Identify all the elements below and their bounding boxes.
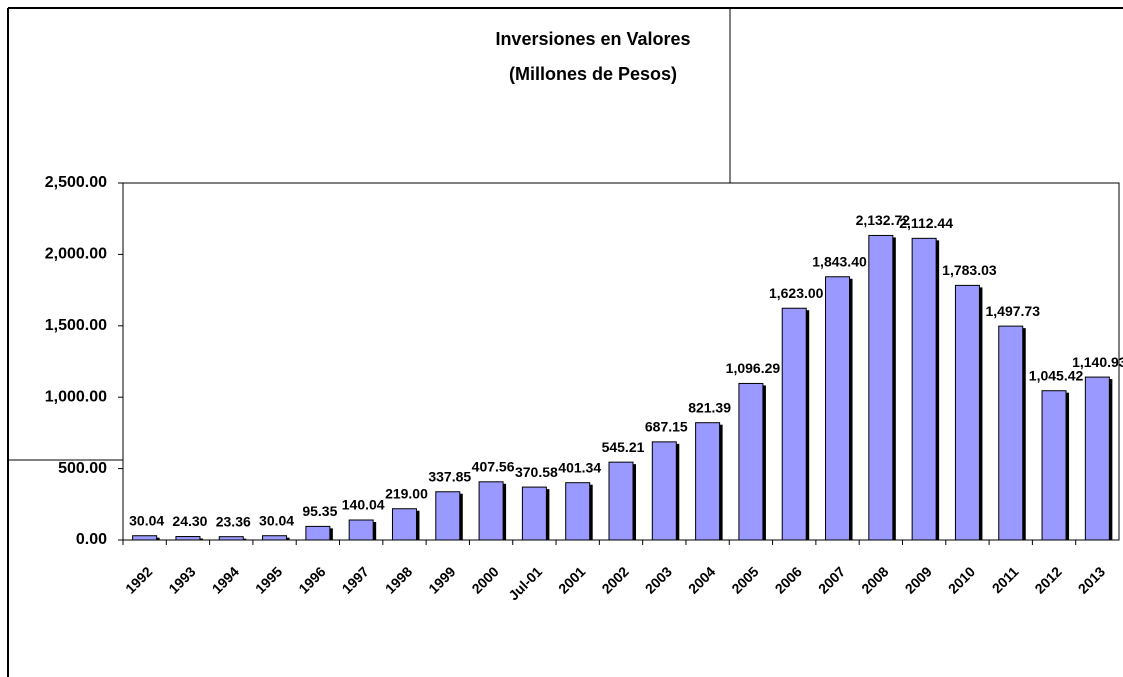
bar <box>218 536 244 541</box>
value-label: 687.15 <box>645 419 688 435</box>
value-label: 30.04 <box>259 512 294 528</box>
value-label: 24.30 <box>172 513 207 529</box>
value-label: 1,045.42 <box>1029 367 1084 383</box>
bar <box>825 276 851 541</box>
value-label: 1,783.03 <box>942 262 997 278</box>
y-tick-label: 0.00 <box>76 531 107 548</box>
bar <box>608 461 634 541</box>
bar <box>695 422 721 541</box>
value-label: 821.39 <box>688 399 731 415</box>
value-label: 1,623.00 <box>769 285 824 301</box>
bar <box>868 234 894 541</box>
bar <box>954 284 980 541</box>
bar <box>435 491 461 541</box>
value-label: 370.58 <box>515 464 558 480</box>
bar <box>305 525 331 541</box>
value-label: 23.36 <box>216 513 251 529</box>
value-label: 1,096.29 <box>726 360 781 376</box>
value-label: 2,112.44 <box>899 215 953 231</box>
value-label: 1,843.40 <box>812 253 867 269</box>
bar <box>175 536 201 541</box>
value-label: 545.21 <box>602 439 645 455</box>
y-tick-label: 1,500.00 <box>45 317 107 334</box>
chart-subtitle: (Millones de Pesos) <box>509 64 677 84</box>
y-tick-label: 2,500.00 <box>45 174 107 191</box>
value-label: 219.00 <box>385 485 428 501</box>
bar <box>262 535 288 541</box>
bar <box>911 237 937 541</box>
chart-title: Inversiones en Valores <box>495 29 690 49</box>
value-label: 1,497.73 <box>985 303 1040 319</box>
y-tick-label: 500.00 <box>58 460 107 477</box>
bar <box>1084 376 1110 541</box>
value-label: 140.04 <box>342 497 385 513</box>
bar <box>521 486 547 541</box>
value-label: 30.04 <box>129 512 164 528</box>
value-label: 1,140.93 <box>1072 354 1123 370</box>
value-label: 95.35 <box>302 503 337 519</box>
value-label: 401.34 <box>558 459 601 475</box>
bar <box>651 441 677 541</box>
bar <box>132 535 158 541</box>
value-label: 337.85 <box>428 468 471 484</box>
value-label: 407.56 <box>472 459 515 475</box>
bar <box>781 307 807 541</box>
bar <box>565 482 591 541</box>
bar <box>738 382 764 541</box>
bar <box>348 519 374 541</box>
bar <box>391 508 417 541</box>
bar <box>478 481 504 541</box>
y-tick-label: 2,000.00 <box>45 246 107 263</box>
bar <box>1041 390 1067 541</box>
bar <box>998 325 1024 541</box>
value-label: 2,132.72 <box>856 212 911 228</box>
y-tick-label: 1,000.00 <box>45 388 107 405</box>
